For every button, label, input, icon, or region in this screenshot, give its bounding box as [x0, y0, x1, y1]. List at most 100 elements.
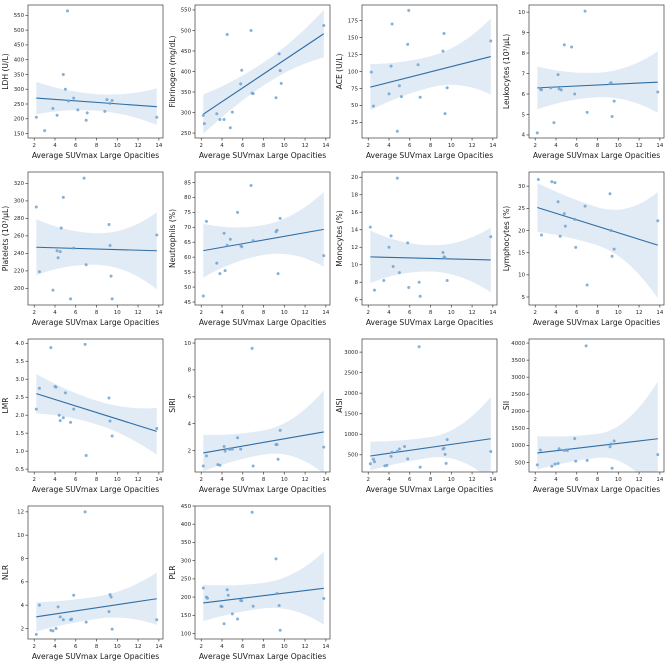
- confidence-band: [203, 192, 324, 278]
- x-axis-label: Average SUVmax Large Opacities: [533, 151, 660, 160]
- data-point: [552, 121, 556, 125]
- data-point: [584, 344, 588, 348]
- x-tick-label: 4: [387, 477, 391, 483]
- confidence-band: [370, 18, 491, 111]
- x-tick-label: 4: [554, 143, 558, 149]
- data-point: [573, 217, 577, 221]
- confidence-band: [36, 81, 157, 125]
- data-point: [562, 212, 566, 216]
- y-tick-label: 500: [515, 460, 526, 466]
- data-point: [397, 84, 401, 88]
- data-point: [369, 70, 373, 74]
- x-tick-label: 14: [155, 310, 162, 316]
- plot-frame: [27, 505, 164, 640]
- data-point: [82, 176, 86, 180]
- data-point: [155, 618, 159, 622]
- subplot-sii: 500 1000 1500 2000 2500 3000 3500 4000 2 4 6 8 10 12 1…: [501, 334, 668, 501]
- data-point: [445, 86, 449, 90]
- data-point: [489, 235, 493, 239]
- data-point: [656, 453, 660, 457]
- data-point: [51, 106, 55, 110]
- y-tick-label: 450: [181, 504, 192, 510]
- y-tick-label: 85: [184, 180, 191, 186]
- plot-area: [535, 9, 660, 135]
- data-point: [274, 96, 278, 100]
- x-tick-label: 10: [448, 310, 455, 316]
- y-tick-label: 4: [188, 421, 192, 427]
- y-tick-label: 2500: [344, 370, 358, 376]
- confidence-band: [203, 9, 324, 134]
- data-point: [539, 233, 543, 237]
- data-point: [225, 588, 229, 592]
- y-tick-label: 7: [522, 71, 525, 77]
- y-tick-label: 8: [522, 51, 526, 57]
- data-point: [72, 96, 76, 100]
- y-tick-label: 550: [14, 13, 25, 19]
- x-tick-label: 2: [200, 310, 203, 316]
- x-tick-label: 14: [489, 310, 496, 316]
- data-point: [228, 126, 232, 130]
- data-point: [218, 272, 222, 276]
- y-tick-label: 3.5: [15, 359, 24, 365]
- data-point: [222, 444, 226, 448]
- y-tick-label: 50: [351, 103, 358, 109]
- x-tick-label: 2: [33, 644, 36, 650]
- data-point: [406, 42, 410, 46]
- y-axis-label: LDH (U/L): [1, 53, 10, 90]
- data-point: [58, 615, 62, 619]
- y-axis-label: SII: [502, 401, 511, 410]
- y-tick-label: 2: [188, 448, 191, 454]
- y-tick-label: 25: [518, 206, 525, 212]
- chart-svg-lmr: 0.5 1.0 1.5 2.0 2.5 3.0 3.5 4.0 2 4 6 8 10 12 14 LMR Ave…: [1, 338, 164, 494]
- x-tick-label: 12: [469, 310, 476, 316]
- y-tick-label: 260: [14, 234, 25, 240]
- data-point: [72, 593, 76, 597]
- y-tick-label: 15: [518, 250, 525, 256]
- data-point: [390, 450, 394, 454]
- data-point: [573, 92, 577, 96]
- data-point: [550, 180, 554, 184]
- data-point: [535, 131, 539, 135]
- x-tick-label: 8: [262, 644, 266, 650]
- data-point: [565, 449, 569, 453]
- confidence-band: [537, 51, 658, 113]
- y-axis-label: LMR: [1, 397, 10, 414]
- y-axis-label: Platelets (10³/μL): [1, 206, 10, 271]
- regression-line: [370, 56, 491, 88]
- data-point: [240, 599, 244, 603]
- data-point: [54, 627, 58, 630]
- y-tick-label: 20: [351, 175, 358, 181]
- y-tick-label: 400: [14, 57, 25, 63]
- x-tick-label: 4: [554, 310, 558, 316]
- data-point: [220, 605, 224, 609]
- y-tick-label: 150: [14, 131, 25, 137]
- x-tick-label: 4: [53, 143, 57, 149]
- x-tick-label: 8: [596, 143, 600, 149]
- x-tick-label: 10: [114, 143, 121, 149]
- data-point: [612, 247, 616, 251]
- chart-svg-leukocytes-10-l: 4 5 6 7 8 9 10 2 4 6 8 10 12 14 Leukocytes (10³/μL) Ave…: [502, 4, 665, 160]
- x-axis-label: Average SUVmax Large Opacities: [32, 485, 159, 494]
- x-axis-label: Average SUVmax Large Opacities: [199, 318, 326, 327]
- plot-frame: [528, 4, 665, 139]
- y-tick-label: 220: [14, 269, 25, 275]
- data-point: [109, 595, 113, 599]
- confidence-band: [36, 212, 157, 290]
- data-point: [371, 457, 375, 461]
- y-tick-label: 1500: [344, 412, 358, 418]
- data-point: [395, 129, 399, 133]
- subplot-monocytes: 6 8 10 12 14 16 18 20 2 4 6 8 10 12 14 Monocytes (%) Ave…: [334, 167, 501, 334]
- data-point: [558, 234, 562, 238]
- x-tick-label: 4: [387, 310, 391, 316]
- y-axis-label: Fibrinogen (mg/dL): [168, 36, 177, 108]
- data-point: [562, 43, 566, 47]
- x-axis-label: Average SUVmax Large Opacities: [366, 151, 493, 160]
- y-tick-label: 500: [348, 453, 359, 459]
- x-tick-label: 8: [262, 477, 266, 483]
- data-point: [215, 112, 219, 116]
- data-point: [103, 109, 107, 113]
- y-tick-label: 0.5: [15, 467, 24, 473]
- data-point: [556, 461, 560, 465]
- data-point: [155, 233, 159, 237]
